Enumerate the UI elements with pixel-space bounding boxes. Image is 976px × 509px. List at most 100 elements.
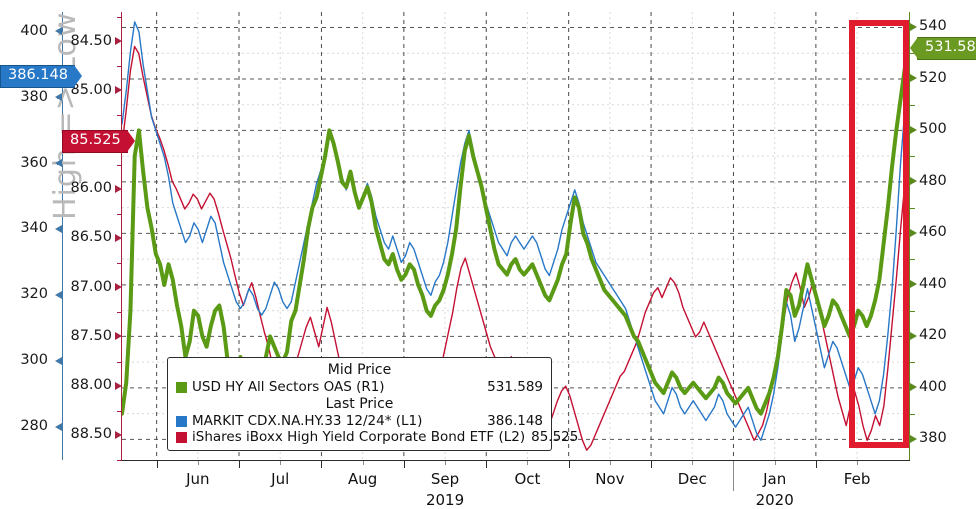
- left-secondary-minor-tickmark: [117, 410, 122, 412]
- left-secondary-tickmark-icon: [115, 37, 122, 46]
- mid-price-flag-usd-hy-oas[interactable]: 531.589: [910, 37, 976, 61]
- right-primary-axis-line: [909, 12, 910, 460]
- x-axis-label-jan: Jan: [763, 470, 787, 488]
- chart-legend[interactable]: Mid Price USD HY All Sectors OAS (R1) 53…: [167, 357, 578, 451]
- left-primary-minor-tickmark: [57, 163, 62, 165]
- x-axis-year-label-2019: 2019: [425, 491, 465, 509]
- left-secondary-minor-tickmark: [117, 115, 122, 117]
- x-axis-minor-tickmark: [527, 461, 529, 465]
- left-primary-tick-320: 320: [20, 286, 48, 303]
- legend-row-ishares-hyg[interactable]: iShares iBoxx High Yield Corporate Bond …: [176, 429, 578, 445]
- left-secondary-tickmark-icon: [115, 332, 122, 341]
- x-axis-tickmark: [156, 461, 158, 468]
- left-secondary-minor-tickmark: [117, 263, 122, 265]
- x-axis-line: [122, 460, 910, 461]
- left-primary-tick-340: 340: [20, 220, 48, 237]
- right-primary-tick-440: 440: [919, 275, 947, 292]
- x-axis-label-feb: Feb: [843, 470, 871, 488]
- right-primary-tick-400: 400: [919, 378, 947, 395]
- legend-label-markit-cdx: MARKIT CDX.NA.HY.33 12/24* (L1): [192, 413, 423, 429]
- left-secondary-tickmark-icon: [115, 86, 122, 95]
- right-primary-tick-480: 480: [919, 172, 947, 189]
- left-primary-tick-280: 280: [20, 418, 48, 435]
- left-secondary-tick-88.50: 88.50: [70, 426, 112, 443]
- left-secondary-tickmark-icon: [115, 184, 122, 193]
- left-secondary-tick-88.00: 88.00: [70, 377, 112, 394]
- right-primary-tick-380: 380: [919, 430, 947, 447]
- last-price-flag-ishares-hyg[interactable]: 85.525: [62, 130, 135, 154]
- left-primary-axis-line: [62, 12, 63, 460]
- right-primary-tickmark-icon: [910, 434, 917, 443]
- x-axis-tickmark: [239, 461, 241, 468]
- right-primary-tickmark-icon: [910, 125, 917, 134]
- right-primary-tick-520: 520: [919, 69, 947, 86]
- x-axis-label-jun: Jun: [186, 470, 210, 488]
- legend-swatch-blue: [176, 415, 187, 427]
- left-primary-tickmark-icon: [55, 290, 62, 299]
- right-primary-minor-tickmark: [910, 156, 915, 158]
- x-axis-minor-tickmark: [197, 461, 199, 465]
- left-primary-minor-tickmark: [57, 97, 62, 99]
- right-primary-tickmark-icon: [910, 383, 917, 392]
- legend-swatch-green: [176, 381, 187, 393]
- left-primary-minor-tickmark: [57, 361, 62, 363]
- left-primary-tickmark-icon: [55, 27, 62, 36]
- left-secondary-minor-tickmark: [117, 312, 122, 314]
- right-primary-minor-tickmark: [910, 362, 915, 364]
- left-secondary-minor-tickmark: [117, 16, 122, 18]
- left-primary-tickmark-icon: [55, 93, 62, 102]
- legend-header-last-price: Last Price: [325, 396, 394, 412]
- left-secondary-minor-tickmark: [117, 164, 122, 166]
- series-line-l1[interactable]: [122, 21, 909, 441]
- x-axis-tickmark: [815, 461, 817, 468]
- right-primary-minor-tickmark: [910, 310, 915, 312]
- x-axis-label-jul: Jul: [271, 470, 290, 488]
- right-primary-tickmark-icon: [910, 331, 917, 340]
- right-primary-tickmark-icon: [910, 74, 917, 83]
- right-primary-tick-500: 500: [919, 121, 947, 138]
- right-primary-minor-tickmark: [910, 259, 915, 261]
- legend-row-markit-cdx[interactable]: MARKIT CDX.NA.HY.33 12/24* (L1) 386.148: [176, 413, 543, 429]
- x-axis-minor-tickmark: [362, 461, 364, 465]
- legend-header-mid-price: Mid Price: [327, 362, 392, 378]
- x-axis-minor-tickmark: [857, 461, 859, 465]
- x-axis-minor-tickmark: [445, 461, 447, 465]
- legend-value-markit-cdx: 386.148: [487, 413, 543, 429]
- right-primary-tickmark-icon: [910, 177, 917, 186]
- left-secondary-tick-84.50: 84.50: [70, 32, 112, 49]
- right-primary-minor-tickmark: [910, 207, 915, 209]
- x-axis-label-oct: Oct: [514, 470, 541, 488]
- x-axis-tickmark: [403, 461, 405, 468]
- left-secondary-tickmark-icon: [115, 430, 122, 439]
- legend-row-usd-hy-oas[interactable]: USD HY All Sectors OAS (R1) 531.589: [176, 379, 543, 395]
- right-primary-minor-tickmark: [910, 104, 915, 106]
- left-secondary-minor-tickmark: [117, 66, 122, 68]
- x-axis-minor-tickmark: [692, 461, 694, 465]
- right-primary-tick-460: 460: [919, 224, 947, 241]
- x-axis-tickmark: [651, 461, 653, 468]
- left-secondary-tickmark-icon: [115, 283, 122, 292]
- left-primary-minor-tickmark: [57, 229, 62, 231]
- left-primary-tick-380: 380: [20, 88, 48, 105]
- x-axis-tickmark: [568, 461, 570, 468]
- legend-label-ishares-hyg: iShares iBoxx High Yield Corporate Bond …: [192, 429, 526, 445]
- x-axis-minor-tickmark: [280, 461, 282, 465]
- spike-highlight-rectangle: [849, 20, 909, 448]
- left-primary-tickmark-icon: [55, 356, 62, 365]
- left-secondary-tick-87.50: 87.50: [70, 327, 112, 344]
- right-primary-tick-420: 420: [919, 327, 947, 344]
- legend-label-usd-hy-oas: USD HY All Sectors OAS (R1): [192, 379, 385, 395]
- right-primary-tickmark-icon: [910, 22, 917, 31]
- legend-value-ishares-hyg: 85.525: [531, 429, 579, 445]
- last-price-flag-markit-cdx[interactable]: 386.148: [0, 65, 82, 89]
- x-axis-year-boundary-tickmark: [733, 461, 735, 491]
- x-axis-label-aug: Aug: [347, 470, 378, 488]
- legend-swatch-red: [176, 431, 187, 443]
- right-primary-minor-tickmark: [910, 413, 915, 415]
- legend-value-usd-hy-oas: 531.589: [487, 379, 543, 395]
- left-secondary-tickmark-icon: [115, 381, 122, 390]
- left-primary-tick-300: 300: [20, 352, 48, 369]
- left-secondary-tick-86.50: 86.50: [70, 229, 112, 246]
- left-secondary-tickmark-icon: [115, 233, 122, 242]
